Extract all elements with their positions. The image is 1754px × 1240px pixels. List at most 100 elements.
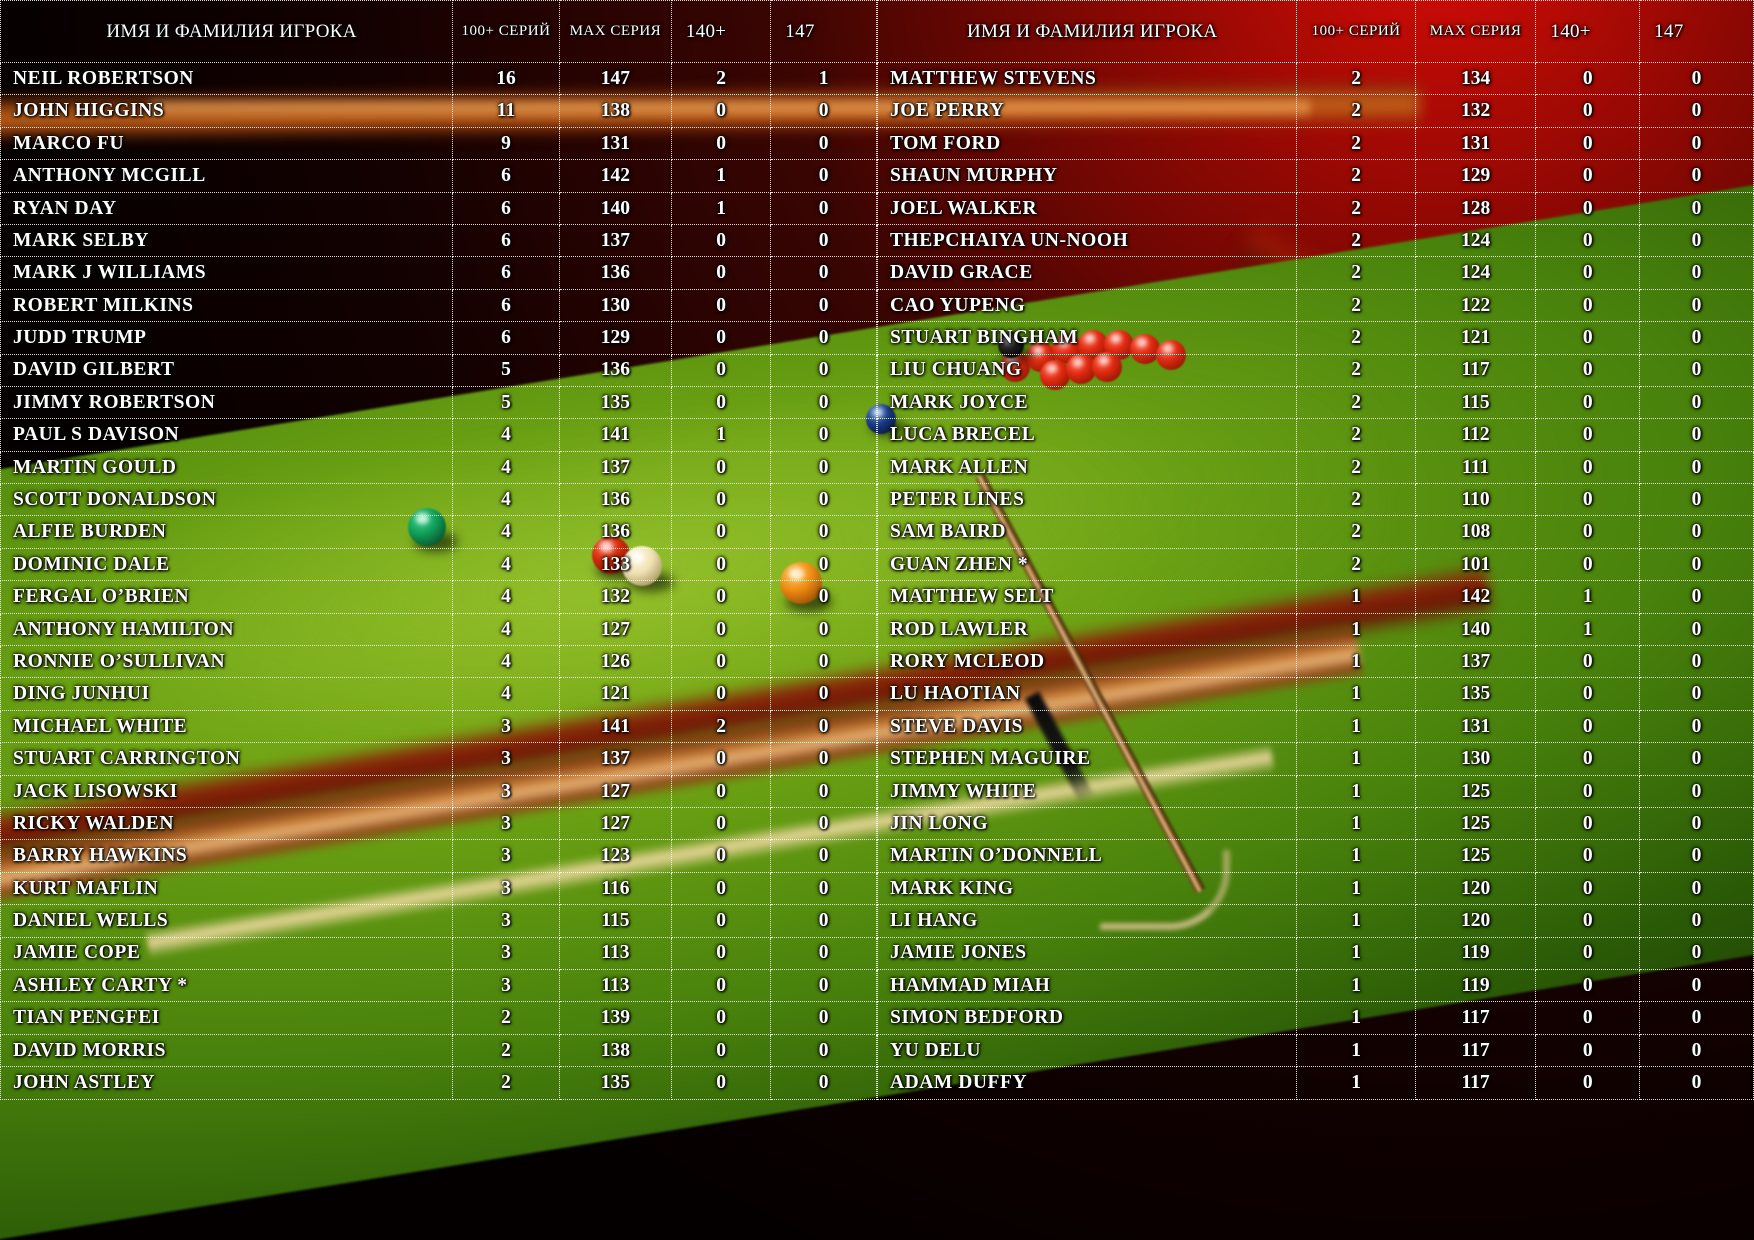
table-row[interactable]: MARTIN O’DONNELL 1 125 0 0 (876, 839, 1754, 873)
centuries-cell: 6 (452, 223, 560, 258)
table-row[interactable]: STUART BINGHAM 2 121 0 0 (876, 321, 1754, 355)
table-row[interactable]: GUAN ZHEN * 2 101 0 0 (876, 547, 1754, 582)
break-147-cell: 0 (1639, 191, 1754, 225)
table-row[interactable]: ROD LAWLER 1 140 1 0 (876, 612, 1754, 647)
table-row[interactable]: SAM BAIRD 2 108 0 0 (876, 515, 1754, 549)
table-row[interactable]: ROBERT MILKINS 6 130 0 0 (0, 288, 877, 323)
header-player-name-right[interactable]: ИМЯ И ФАМИЛИЯ ИГРОКА (876, 0, 1298, 63)
table-row[interactable]: LU HAOTIAN 1 135 0 0 (876, 677, 1754, 711)
table-row[interactable]: RORY MCLEOD 1 137 0 0 (876, 645, 1754, 679)
table-row[interactable]: DAVID GILBERT 5 136 0 0 (0, 353, 877, 387)
table-row[interactable]: LIU CHUANG 2 117 0 0 (876, 353, 1754, 387)
table-row[interactable]: DOMINIC DALE 4 133 0 0 (0, 547, 877, 582)
break-140-cell: 0 (1535, 61, 1641, 96)
centuries-cell: 4 (452, 612, 560, 647)
table-row[interactable]: JOHN HIGGINS 11 138 0 0 (0, 94, 877, 128)
header-140plus-left[interactable]: 140+ (670, 0, 772, 63)
break-140-cell: 0 (1535, 806, 1641, 841)
max-break-cell: 141 (558, 418, 672, 452)
max-break-cell: 137 (558, 742, 672, 776)
table-row[interactable]: DAVID MORRIS 2 138 0 0 (0, 1033, 877, 1068)
player-name-cell: SIMON BEDFORD (876, 1001, 1298, 1035)
table-row[interactable]: ALFIE BURDEN 4 136 0 0 (0, 515, 877, 549)
table-row[interactable]: MARK SELBY 6 137 0 0 (0, 223, 877, 258)
table-row[interactable]: TOM FORD 2 131 0 0 (876, 126, 1754, 161)
table-row[interactable]: JACK LISOWSKI 3 127 0 0 (0, 774, 877, 808)
table-row[interactable]: MATTHEW STEVENS 2 134 0 0 (876, 61, 1754, 96)
table-row[interactable]: ADAM DUFFY 1 117 0 0 (876, 1066, 1754, 1100)
table-row[interactable]: RONNIE O’SULLIVAN 4 126 0 0 (0, 645, 877, 679)
centuries-cell: 2 (1296, 515, 1416, 549)
centuries-cell: 3 (452, 774, 560, 808)
break-140-cell: 0 (670, 223, 772, 258)
table-row[interactable]: LI HANG 1 120 0 0 (876, 904, 1754, 938)
table-row[interactable]: JAMIE COPE 3 113 0 0 (0, 936, 877, 970)
table-row[interactable]: MICHAEL WHITE 3 141 2 0 (0, 709, 877, 744)
table-row[interactable]: ASHLEY CARTY * 3 113 0 0 (0, 968, 877, 1003)
table-row[interactable]: JAMIE JONES 1 119 0 0 (876, 936, 1754, 970)
table-row[interactable]: FERGAL O’BRIEN 4 132 0 0 (0, 580, 877, 614)
player-name-cell: STEVE DAVIS (876, 709, 1298, 744)
header-centuries-left[interactable]: 100+ СЕРИЙ (452, 0, 560, 63)
table-row[interactable]: DING JUNHUI 4 121 0 0 (0, 677, 877, 711)
header-140plus-right[interactable]: 140+ (1535, 0, 1641, 63)
table-row[interactable]: MARK J WILLIAMS 6 136 0 0 (0, 256, 877, 290)
table-row[interactable]: JIMMY ROBERTSON 5 135 0 0 (0, 385, 877, 420)
table-row[interactable]: STUART CARRINGTON 3 137 0 0 (0, 742, 877, 776)
table-row[interactable]: SHAUN MURPHY 2 129 0 0 (876, 159, 1754, 193)
table-row[interactable]: SIMON BEDFORD 1 117 0 0 (876, 1001, 1754, 1035)
table-row[interactable]: DAVID GRACE 2 124 0 0 (876, 256, 1754, 290)
header-147-left[interactable]: 147 (770, 0, 877, 63)
table-row[interactable]: JOHN ASTLEY 2 135 0 0 (0, 1066, 877, 1100)
table-row[interactable]: STEVE DAVIS 1 131 0 0 (876, 709, 1754, 744)
table-row[interactable]: MARK KING 1 120 0 0 (876, 871, 1754, 906)
table-row[interactable]: BARRY HAWKINS 3 123 0 0 (0, 839, 877, 873)
break-140-cell: 1 (670, 191, 772, 225)
break-140-cell: 0 (1535, 385, 1641, 420)
header-147-right[interactable]: 147 (1639, 0, 1754, 63)
table-row[interactable]: STEPHEN MAGUIRE 1 130 0 0 (876, 742, 1754, 776)
table-row[interactable]: HAMMAD MIAH 1 119 0 0 (876, 968, 1754, 1003)
table-row[interactable]: CAO YUPENG 2 122 0 0 (876, 288, 1754, 323)
max-break-cell: 124 (1414, 256, 1537, 290)
max-break-cell: 131 (1414, 709, 1537, 744)
max-break-cell: 110 (1414, 483, 1537, 517)
max-break-cell: 135 (558, 385, 672, 420)
table-row[interactable]: TIAN PENGFEI 2 139 0 0 (0, 1001, 877, 1035)
table-row[interactable]: MATTHEW SELT 1 142 1 0 (876, 580, 1754, 614)
max-break-cell: 115 (558, 904, 672, 938)
table-row[interactable]: MARTIN GOULD 4 137 0 0 (0, 450, 877, 485)
max-break-cell: 129 (558, 321, 672, 355)
player-name-cell: MARK KING (876, 871, 1298, 906)
table-row[interactable]: YU DELU 1 117 0 0 (876, 1033, 1754, 1068)
centuries-cell: 3 (452, 904, 560, 938)
table-row[interactable]: MARCO FU 9 131 0 0 (0, 126, 877, 161)
table-row[interactable]: JOE PERRY 2 132 0 0 (876, 94, 1754, 128)
table-row[interactable]: LUCA BRECEL 2 112 0 0 (876, 418, 1754, 452)
table-row[interactable]: PAUL S DAVISON 4 141 1 0 (0, 418, 877, 452)
table-row[interactable]: DANIEL WELLS 3 115 0 0 (0, 904, 877, 938)
max-break-cell: 119 (1414, 936, 1537, 970)
header-max-break-left[interactable]: MAX СЕРИЯ (558, 0, 672, 63)
table-row[interactable]: SCOTT DONALDSON 4 136 0 0 (0, 483, 877, 517)
table-row[interactable]: MARK ALLEN 2 111 0 0 (876, 450, 1754, 485)
table-row[interactable]: PETER LINES 2 110 0 0 (876, 483, 1754, 517)
table-row[interactable]: RICKY WALDEN 3 127 0 0 (0, 806, 877, 841)
header-max-break-right[interactable]: MAX СЕРИЯ (1414, 0, 1537, 63)
table-row[interactable]: NEIL ROBERTSON 16 147 2 1 (0, 61, 877, 96)
table-row[interactable]: ANTHONY MCGILL 6 142 1 0 (0, 159, 877, 193)
table-row[interactable]: KURT MAFLIN 3 116 0 0 (0, 871, 877, 906)
table-row[interactable]: JIMMY WHITE 1 125 0 0 (876, 774, 1754, 808)
table-row[interactable]: RYAN DAY 6 140 1 0 (0, 191, 877, 225)
centuries-cell: 1 (1296, 904, 1416, 938)
table-row[interactable]: JUDD TRUMP 6 129 0 0 (0, 321, 877, 355)
break-147-cell: 0 (770, 353, 877, 387)
header-centuries-right[interactable]: 100+ СЕРИЙ (1296, 0, 1416, 63)
table-row[interactable]: THEPCHAIYA UN-NOOH 2 124 0 0 (876, 223, 1754, 258)
table-row[interactable]: JIN LONG 1 125 0 0 (876, 806, 1754, 841)
table-row[interactable]: ANTHONY HAMILTON 4 127 0 0 (0, 612, 877, 647)
table-row[interactable]: MARK JOYCE 2 115 0 0 (876, 385, 1754, 420)
table-row[interactable]: JOEL WALKER 2 128 0 0 (876, 191, 1754, 225)
header-player-name-left[interactable]: ИМЯ И ФАМИЛИЯ ИГРОКА (0, 0, 454, 63)
player-name-cell: JIMMY ROBERTSON (0, 385, 454, 420)
